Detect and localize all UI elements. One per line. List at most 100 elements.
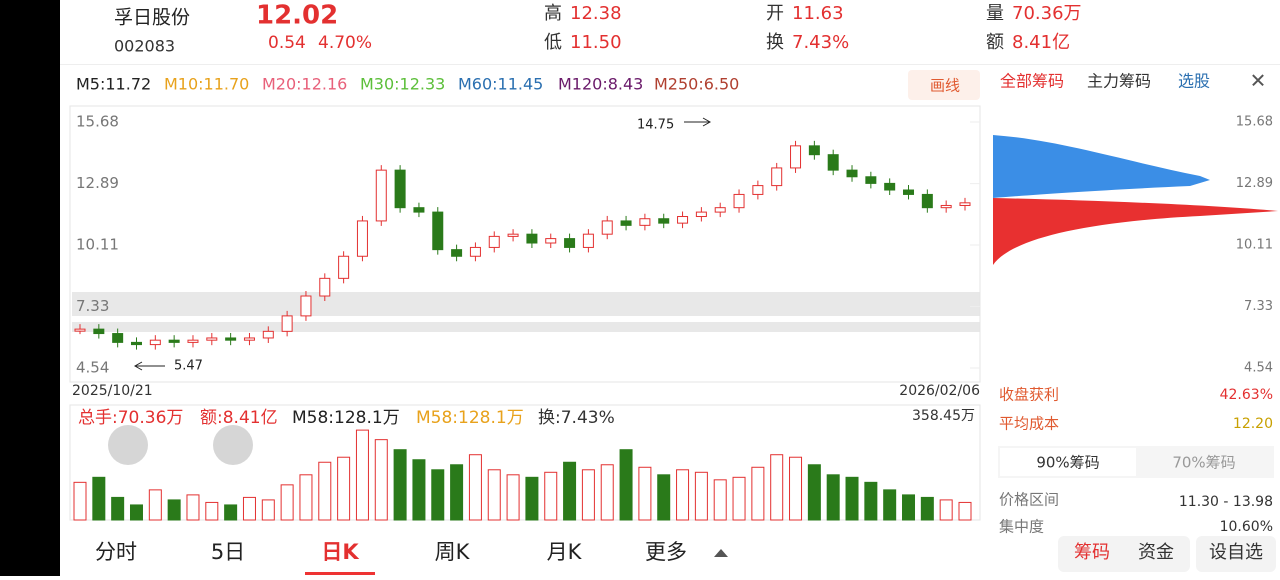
label: 7.33	[1244, 299, 1273, 314]
label: 4.70%	[318, 33, 372, 53]
band	[72, 322, 980, 332]
label: 0.54	[268, 33, 306, 53]
volume-bar	[958, 501, 972, 521]
candle	[564, 238, 576, 248]
candle	[262, 330, 274, 339]
volume-bar	[393, 449, 407, 521]
label: 002083	[114, 37, 175, 56]
next[interactable]	[213, 425, 253, 465]
label[interactable]: 资金	[1138, 542, 1174, 563]
candle	[74, 328, 86, 332]
candle	[827, 154, 839, 171]
candle	[903, 189, 915, 195]
volume-bar	[186, 494, 200, 521]
volume-bar	[525, 476, 539, 521]
label: 全部筹码	[1000, 72, 1064, 91]
volume-bar	[657, 474, 671, 521]
label: 额:8.41亿	[200, 408, 278, 428]
candle	[451, 249, 463, 257]
candle	[865, 176, 877, 184]
label: 7.43%	[792, 32, 849, 53]
volume-bar	[129, 504, 143, 521]
label: 358.45万	[912, 408, 975, 424]
volume-bar	[619, 449, 633, 521]
label[interactable]: 更多	[645, 540, 687, 564]
label: M58:128.1万	[292, 408, 400, 428]
label: 7.33	[76, 297, 109, 315]
candle	[733, 193, 745, 209]
volume-bar	[864, 481, 878, 521]
prev[interactable]	[108, 425, 148, 465]
candle	[808, 145, 820, 156]
label[interactable]: 周K	[435, 540, 471, 564]
label: 孚日股份	[114, 7, 190, 29]
chart-frame	[69, 105, 981, 383]
label[interactable]: 5日	[211, 540, 245, 564]
candle	[93, 328, 105, 335]
volume-bar	[318, 461, 332, 521]
label: 4.54	[76, 359, 109, 377]
candle	[243, 337, 255, 341]
volume-bar	[789, 456, 803, 521]
label[interactable]: 设自选	[1209, 542, 1263, 563]
volume-bar	[826, 474, 840, 521]
candle	[959, 202, 971, 206]
candle	[281, 315, 293, 332]
divider	[60, 64, 1280, 65]
volume-bar	[111, 496, 125, 521]
label: M30:12.33	[360, 75, 445, 94]
volume-bar	[468, 454, 482, 521]
label: M58:128.1万	[416, 408, 524, 428]
label: 10.60%	[1220, 519, 1273, 535]
candle	[940, 204, 952, 209]
label[interactable]: 日K	[321, 540, 359, 564]
candle	[206, 337, 218, 341]
volume-bar	[431, 469, 445, 521]
candle	[921, 193, 933, 209]
volume-bar	[845, 476, 859, 521]
volume-bar	[506, 474, 520, 521]
chips-red	[993, 198, 1278, 265]
candle	[394, 169, 406, 209]
candle	[319, 277, 331, 297]
candle	[714, 207, 726, 213]
chips-blue	[993, 135, 1210, 198]
label: 低	[544, 32, 562, 53]
label[interactable]: 分时	[95, 540, 137, 564]
label: 2026/02/06	[899, 383, 980, 399]
candle	[695, 211, 707, 218]
candle	[639, 218, 651, 226]
label[interactable]: 筹码	[1074, 542, 1110, 563]
candle	[300, 295, 312, 317]
volume-bar	[676, 469, 690, 521]
draw-btn[interactable]	[908, 70, 980, 100]
candle	[432, 211, 444, 251]
volume-bar	[205, 501, 219, 521]
volume-bar	[337, 456, 351, 521]
label: M60:11.45	[458, 75, 543, 94]
candle	[677, 216, 689, 224]
volume-bar	[751, 466, 765, 521]
candle	[469, 246, 481, 257]
label: 2025/10/21	[72, 383, 153, 399]
candle	[582, 233, 594, 248]
candle	[225, 337, 237, 341]
candle	[752, 185, 764, 195]
label: 5.47	[174, 359, 203, 374]
label: 12.20	[1233, 416, 1273, 432]
candle	[488, 235, 500, 248]
label: 42.63%	[1220, 387, 1273, 403]
label[interactable]: 月K	[547, 540, 583, 564]
volume-bar	[883, 489, 897, 521]
label: 4.54	[1244, 361, 1273, 376]
label: 11.30 - 13.98	[1179, 494, 1273, 510]
volume-bar	[355, 429, 369, 521]
candle	[620, 220, 632, 226]
label: M120:8.43	[558, 75, 643, 94]
volume-bar	[600, 464, 614, 521]
label: 12.02	[256, 1, 338, 31]
label: 画线	[930, 77, 960, 95]
candle	[413, 207, 425, 213]
label: 换:7.43%	[538, 408, 615, 428]
